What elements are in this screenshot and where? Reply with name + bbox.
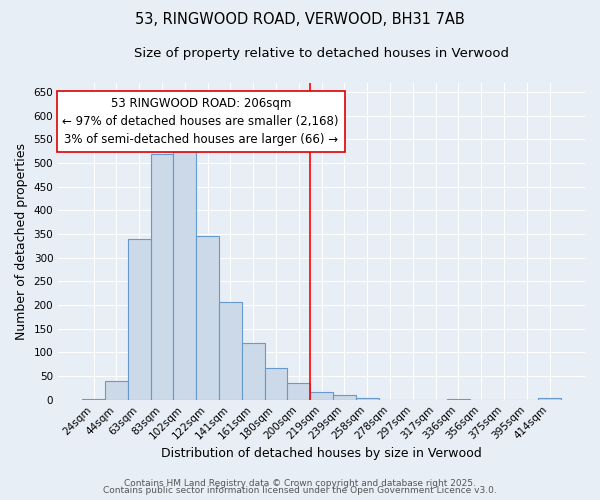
Text: Contains public sector information licensed under the Open Government Licence v3: Contains public sector information licen… [103,486,497,495]
Bar [196,236,219,400]
Y-axis label: Number of detached properties: Number of detached properties [15,142,28,340]
Bar [128,238,151,400]
Bar [447,399,470,400]
X-axis label: Distribution of detached houses by size in Verwood: Distribution of detached houses by size … [161,447,482,460]
Bar [265,368,287,400]
Text: 53, RINGWOOD ROAD, VERWOOD, BH31 7AB: 53, RINGWOOD ROAD, VERWOOD, BH31 7AB [135,12,465,28]
Bar [333,396,356,400]
Bar [82,399,105,400]
Bar [356,398,379,400]
Bar [310,392,333,400]
Bar [219,302,242,400]
Bar [151,154,173,400]
Bar [242,343,265,400]
Title: Size of property relative to detached houses in Verwood: Size of property relative to detached ho… [134,48,509,60]
Bar [105,381,128,400]
Bar [287,383,310,400]
Text: Contains HM Land Registry data © Crown copyright and database right 2025.: Contains HM Land Registry data © Crown c… [124,478,476,488]
Text: 53 RINGWOOD ROAD: 206sqm
← 97% of detached houses are smaller (2,168)
3% of semi: 53 RINGWOOD ROAD: 206sqm ← 97% of detach… [62,96,339,146]
Bar [538,398,561,400]
Bar [173,144,196,400]
